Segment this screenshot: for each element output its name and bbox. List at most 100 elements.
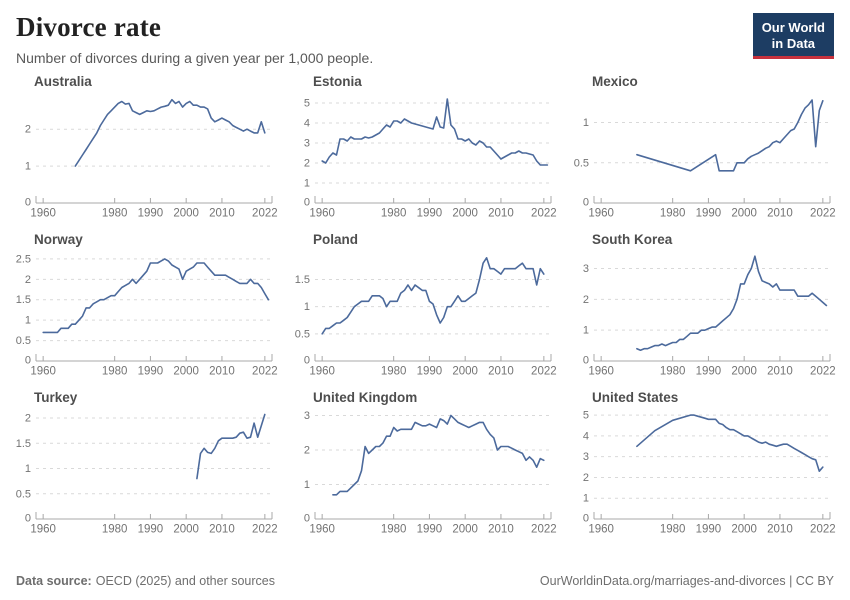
svg-text:2010: 2010 <box>209 208 235 220</box>
svg-text:0: 0 <box>583 197 589 209</box>
page-title: Divorce rate <box>16 12 162 42</box>
svg-text:5: 5 <box>304 98 310 110</box>
svg-text:1: 1 <box>583 493 589 505</box>
chart-country-title: Poland <box>313 232 359 247</box>
chart-line <box>636 255 828 351</box>
svg-text:2: 2 <box>304 444 310 456</box>
svg-text:1980: 1980 <box>660 366 686 378</box>
svg-text:2010: 2010 <box>209 524 235 536</box>
svg-text:2000: 2000 <box>731 366 757 378</box>
svg-text:0: 0 <box>583 513 589 525</box>
svg-text:2: 2 <box>304 158 310 170</box>
svg-text:2000: 2000 <box>731 208 757 220</box>
line-chart-united-states: 0 1 2 3 4 5 1960 1980 1990 2000 2010 2022 <box>583 410 836 536</box>
chart-panel-poland: Poland 0 0.5 1 1.5 1960 1980 1990 2000 2010 2022 <box>289 232 559 383</box>
line-chart-norway: 0 0.5 1 1.5 2 2.5 1960 1980 1990 2000 2010 2022 <box>16 253 278 378</box>
chart-line <box>74 98 266 167</box>
chart-panel-south-korea: South Korea 0 1 2 3 1960 1980 1990 2000 2010 2022 <box>568 232 838 383</box>
line-chart-poland: 0 0.5 1 1.5 1960 1980 1990 2000 2010 2022 <box>295 257 557 378</box>
owid-logo: Our World in Data <box>752 13 834 60</box>
data-source-label: Data source: <box>16 574 92 588</box>
svg-text:0.5: 0.5 <box>574 157 589 169</box>
svg-text:2000: 2000 <box>452 366 478 378</box>
svg-text:1980: 1980 <box>102 366 128 378</box>
svg-text:0: 0 <box>304 513 310 525</box>
svg-text:2: 2 <box>25 413 31 425</box>
svg-text:1.5: 1.5 <box>16 438 31 450</box>
svg-text:1: 1 <box>25 315 31 327</box>
chart-country-title: Norway <box>34 232 83 247</box>
chart-country-title: Mexico <box>592 74 638 89</box>
data-source-text: OECD (2025) and other sources <box>95 574 275 588</box>
svg-text:1: 1 <box>304 178 310 190</box>
svg-text:2010: 2010 <box>767 366 793 378</box>
svg-text:1990: 1990 <box>696 208 722 220</box>
page-header: Divorce rate Number of divorces during a… <box>0 0 850 66</box>
chart-country-title: United States <box>592 390 679 405</box>
chart-line <box>332 414 545 496</box>
svg-text:2010: 2010 <box>488 524 514 536</box>
svg-text:1: 1 <box>583 325 589 337</box>
charts-grid: Australia 0 1 2 1960 1980 1990 2000 2010 2022 Esto… <box>0 66 850 541</box>
chart-panel-united-states: United States 0 1 2 3 4 5 1960 1980 1990 2000 2010 2… <box>568 390 838 541</box>
chart-panel-united-kingdom: United Kingdom 0 1 2 3 1960 1980 1990 2000 2010 20… <box>289 390 559 541</box>
svg-text:1960: 1960 <box>588 208 614 220</box>
data-source: Data source: OECD (2025) and other source… <box>16 574 275 588</box>
svg-text:3: 3 <box>583 451 589 463</box>
svg-text:2: 2 <box>583 472 589 484</box>
line-chart-united-kingdom: 0 1 2 3 1960 1980 1990 2000 2010 2022 <box>304 410 557 536</box>
svg-text:0.5: 0.5 <box>16 488 31 500</box>
line-chart-australia: 0 1 2 1960 1980 1990 2000 2010 2022 <box>25 98 278 220</box>
svg-text:2: 2 <box>583 294 589 306</box>
svg-text:1990: 1990 <box>138 524 164 536</box>
svg-text:1990: 1990 <box>417 366 443 378</box>
svg-text:2010: 2010 <box>767 208 793 220</box>
svg-text:1960: 1960 <box>30 524 56 536</box>
svg-text:1990: 1990 <box>417 524 443 536</box>
svg-text:0: 0 <box>25 355 31 367</box>
svg-text:5: 5 <box>583 410 589 422</box>
svg-text:4: 4 <box>583 430 589 442</box>
owid-credit-link[interactable]: OurWorldinData.org/marriages-and-divorce… <box>539 574 834 588</box>
svg-text:1980: 1980 <box>102 524 128 536</box>
svg-text:3: 3 <box>304 138 310 150</box>
svg-text:3: 3 <box>304 410 310 422</box>
chart-line <box>42 258 270 334</box>
svg-text:1980: 1980 <box>660 524 686 536</box>
owid-logo-line1: Our World <box>761 20 825 35</box>
svg-text:1990: 1990 <box>138 366 164 378</box>
svg-text:1990: 1990 <box>138 208 164 220</box>
chart-panel-turkey: Turkey 0 0.5 1 1.5 2 1960 1980 1990 2000 2010 2022 <box>10 390 280 541</box>
chart-country-title: South Korea <box>592 232 673 247</box>
chart-line <box>321 98 549 166</box>
svg-text:2.5: 2.5 <box>16 253 31 265</box>
svg-text:1990: 1990 <box>417 208 443 220</box>
svg-text:0.5: 0.5 <box>295 328 310 340</box>
chart-panel-mexico: Mexico 0 0.5 1 1960 1980 1990 2000 2010 2022 <box>568 74 838 225</box>
svg-text:3: 3 <box>583 263 589 275</box>
chart-country-title: Turkey <box>34 390 78 405</box>
svg-text:2010: 2010 <box>767 524 793 536</box>
svg-text:1960: 1960 <box>309 208 335 220</box>
svg-text:2022: 2022 <box>531 208 557 220</box>
svg-text:0: 0 <box>25 197 31 209</box>
chart-line <box>636 99 824 172</box>
svg-text:2000: 2000 <box>452 208 478 220</box>
svg-text:2022: 2022 <box>252 524 278 536</box>
svg-text:0.5: 0.5 <box>16 335 31 347</box>
svg-text:2: 2 <box>25 274 31 286</box>
svg-text:1960: 1960 <box>309 524 335 536</box>
chart-panel-estonia: Estonia 0 1 2 3 4 5 1960 1980 1990 2000 2010 2022 <box>289 74 559 225</box>
line-chart-estonia: 0 1 2 3 4 5 1960 1980 1990 2000 2010 2022 <box>304 98 557 220</box>
svg-text:1960: 1960 <box>30 366 56 378</box>
svg-text:2022: 2022 <box>252 208 278 220</box>
chart-panel-australia: Australia 0 1 2 1960 1980 1990 2000 2010 2022 <box>10 74 280 225</box>
svg-text:4: 4 <box>304 118 310 130</box>
svg-text:1980: 1980 <box>102 208 128 220</box>
header-text: Divorce rate Number of divorces during a… <box>16 10 373 66</box>
chart-line <box>196 413 266 480</box>
svg-text:1.5: 1.5 <box>295 274 310 286</box>
svg-text:1960: 1960 <box>588 366 614 378</box>
line-chart-mexico: 0 0.5 1 1960 1980 1990 2000 2010 2022 <box>574 99 836 220</box>
svg-text:2022: 2022 <box>810 208 836 220</box>
